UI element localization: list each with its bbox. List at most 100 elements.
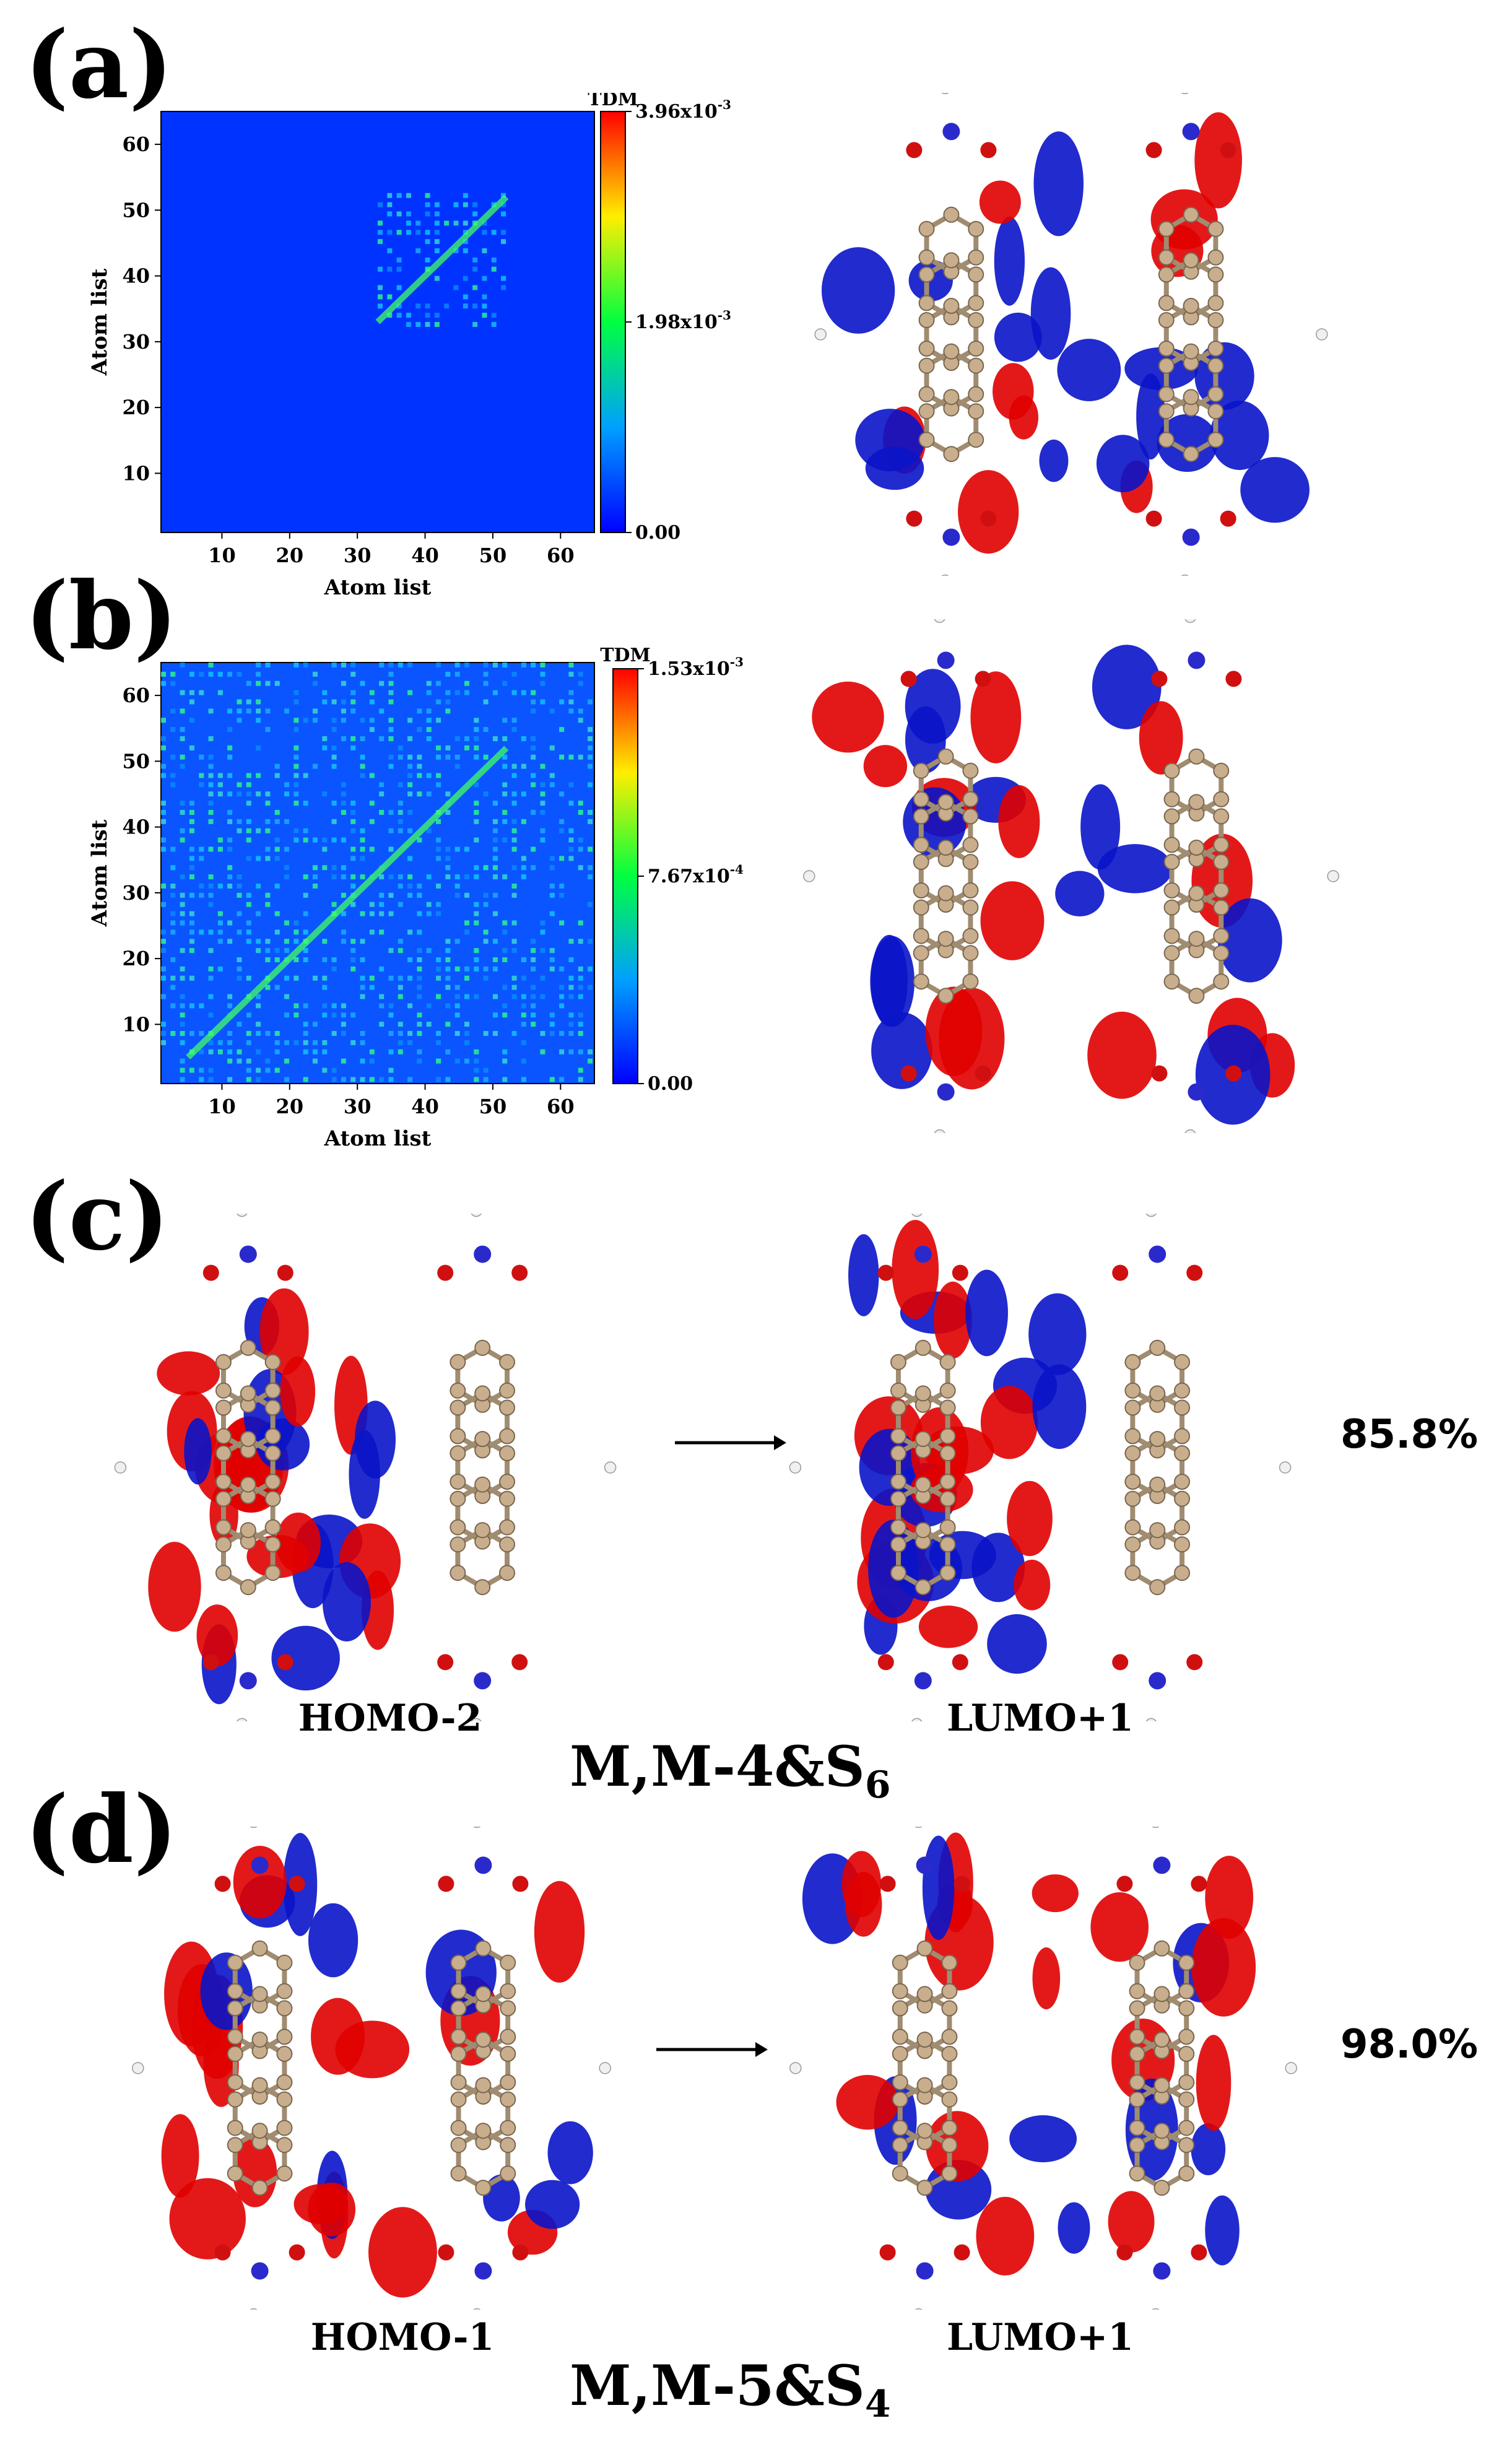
heatmap-cell [588,966,593,972]
heatmap-cell [303,663,308,667]
carbon-atom [968,341,984,357]
oxygen-atom [1151,1065,1168,1082]
carbon-atom [1163,791,1180,807]
heatmap-cell [588,810,593,815]
oxygen-atom [1220,510,1236,527]
heatmap-cell [180,736,185,741]
carbon-atom [892,2137,908,2154]
heatmap-cell [293,745,299,750]
hydrogen-atom [114,1461,127,1474]
heatmap-cell [417,727,422,733]
carbon-atom [251,1986,268,2002]
heatmap-cell [199,929,204,935]
carbon-atom [1124,1354,1141,1370]
heatmap-cell [472,303,478,309]
heatmap-cell [578,718,583,723]
heatmap-cell [350,663,356,667]
heatmap-cell [511,773,517,778]
heatmap-cell [531,745,536,750]
orbital-lobe [534,1880,585,1983]
heatmap-cell [398,884,403,889]
heatmap-cell [265,791,271,797]
heatmap-cell [511,718,517,723]
heatmap-cell [341,699,346,705]
heatmap-cell [549,892,555,898]
orbital-lobe [1032,1364,1087,1450]
carbon-atom [918,386,935,402]
orbital-lobe [863,745,908,788]
carbon-atom [941,2119,958,2136]
carbon-atom [251,2077,268,2093]
heatmap-cell [378,285,383,290]
heatmap-cell [341,810,346,815]
oxygen-atom [1145,142,1162,159]
heatmap-cell [588,727,593,733]
carbon-atom [499,1536,516,1553]
carbon-atom [913,928,929,944]
heatmap-cell [491,202,497,207]
heatmap-cell [293,699,299,705]
heatmap-cell [256,671,261,677]
carbon-atom [1158,432,1175,448]
heatmap-cell [256,1067,261,1073]
carbon-atom [939,1519,956,1536]
heatmap-cell [199,856,204,861]
heatmap-cell [417,892,422,898]
heatmap-cell [237,791,242,797]
hydrogen-atom [1316,328,1328,341]
panel-label-d: (d) [25,1775,178,1884]
heatmap-cell [284,874,290,880]
heatmap-cell [521,856,526,861]
heatmap-cell [227,874,233,880]
heatmap-cell [445,1077,451,1082]
orbital-lobe [812,681,884,753]
carbon-atom [968,249,984,266]
carbon-atom [227,2119,243,2136]
heatmap-cell [189,828,194,833]
heatmap-a-colorbar [600,111,626,533]
heatmap-cell [379,663,385,667]
panel-label-c: (c) [25,1162,170,1271]
heatmap-cell [464,680,469,686]
heatmap-cell [303,1040,308,1045]
heatmap-cell [237,1058,242,1064]
carbon-atom [1154,2180,1170,2196]
heatmap-cell [417,1058,422,1064]
heatmap-cell [369,773,375,778]
heatmap-cell [578,1067,583,1073]
heatmap-cell [454,1012,460,1018]
heatmap-cell [492,892,498,898]
heatmap-cell [474,718,479,723]
heatmap-cell [217,690,223,695]
heatmap-cell [559,985,565,990]
heatmap-cell [341,837,346,843]
heatmap-cell [531,985,536,990]
heatmap-cell [396,257,402,263]
heatmap-cell [436,782,441,788]
carbon-atom [1178,2137,1195,2154]
oxygen-atom [879,1876,896,1892]
heatmap-cell [265,846,271,852]
heatmap-cell [549,782,555,788]
carbon-atom [499,1445,516,1461]
heatmap-cell [445,975,451,981]
heatmap-cell [161,819,166,824]
heatmap-cell [398,819,403,824]
heatmap-cell [199,846,204,852]
heatmap-cell [474,1077,479,1082]
heatmap-cell [274,763,280,769]
heatmap-cell [540,791,545,797]
heatmap-cell [341,874,346,880]
heatmap-cell [559,892,565,898]
heatmap-cell [540,801,545,806]
carbon-atom [251,1940,268,1957]
heatmap-cell [303,773,308,778]
heatmap-cell [180,837,185,843]
carbon-atom [1174,1536,1191,1553]
heatmap-cell [436,819,441,824]
oxygen-atom [1186,1264,1203,1281]
carbon-atom [1129,2137,1145,2154]
orbital-lobe [335,2020,410,2079]
heatmap-cell [161,1031,166,1036]
heatmap-cell [180,948,185,954]
